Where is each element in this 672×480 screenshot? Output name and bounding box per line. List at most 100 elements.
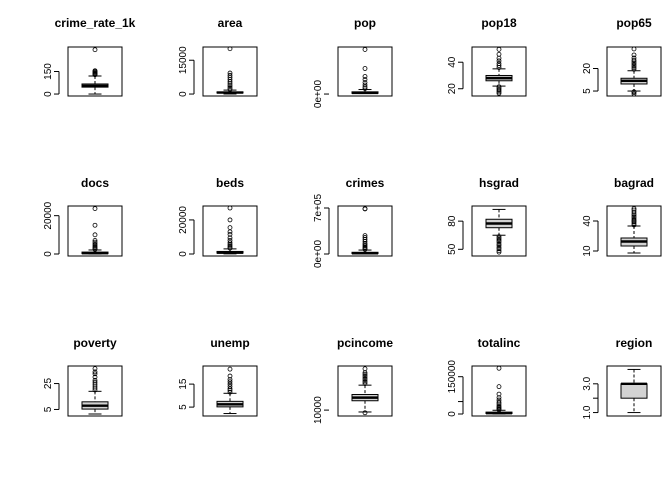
- outlier-point: [362, 374, 368, 380]
- outlier-point: [362, 366, 368, 372]
- outlier-point: [227, 379, 233, 385]
- outlier-point: [631, 207, 637, 213]
- panel-beds: beds 0 20000: [178, 176, 258, 257]
- outlier-point: [631, 206, 637, 211]
- outlier-point: [496, 243, 502, 248]
- plot-frame: [337, 205, 393, 257]
- plot-frame: [471, 205, 527, 257]
- outlier-point: [496, 246, 502, 252]
- outlier-point: [227, 87, 233, 92]
- y-tick-label: 20000: [178, 206, 189, 234]
- outlier-point: [227, 243, 233, 249]
- outlier-point: [362, 66, 368, 71]
- outlier-point: [631, 209, 637, 215]
- outlier-point: [631, 214, 637, 220]
- outlier-point: [227, 377, 233, 382]
- outlier-point: [496, 397, 502, 403]
- outlier-point: [227, 240, 233, 246]
- outlier-point: [496, 63, 502, 68]
- chart-title: pop65: [616, 16, 652, 30]
- outlier-point: [227, 386, 233, 392]
- outlier-point: [227, 244, 233, 250]
- chart-title: beds: [216, 176, 244, 190]
- outlier-point: [362, 379, 368, 385]
- outlier-point: [496, 365, 502, 371]
- chart-title: region: [616, 336, 653, 350]
- y-tick-label: 5: [582, 88, 593, 94]
- outlier-point: [362, 74, 368, 79]
- y-tick-label: 150: [43, 63, 54, 80]
- outlier-point: [631, 55, 637, 61]
- outlier-point: [631, 60, 637, 66]
- outlier-point: [362, 410, 368, 416]
- y-tick-label: 40: [447, 56, 458, 68]
- y-tick-label: 7e+05: [313, 194, 324, 223]
- outlier-point: [631, 89, 637, 95]
- outlier-point: [362, 376, 368, 382]
- outlier-point: [496, 391, 502, 397]
- y-tick-label: 10: [582, 245, 593, 257]
- panel-pcincome: pcincome 10000: [313, 336, 393, 424]
- outlier-point: [227, 383, 233, 389]
- outlier-point: [496, 239, 502, 245]
- y-tick-label: 0: [178, 251, 189, 257]
- outlier-point: [227, 225, 233, 230]
- outlier-point: [362, 378, 368, 383]
- panel-crimes: crimes 0e+00 7e+05: [313, 176, 393, 268]
- plot-frame: [471, 365, 527, 417]
- y-tick-label: 5: [43, 406, 54, 412]
- chart-title: docs: [81, 176, 109, 190]
- outlier-point: [227, 381, 233, 387]
- outlier-point: [631, 66, 637, 72]
- outlier-point: [496, 237, 502, 242]
- y-tick-label: 20: [447, 83, 458, 95]
- outlier-point: [92, 206, 98, 211]
- outlier-point: [92, 377, 98, 383]
- outlier-point: [227, 237, 233, 243]
- outlier-point: [496, 245, 502, 250]
- chart-title: hsgrad: [479, 176, 519, 190]
- panel-crime_rate_1k: crime_rate_1k 0 150: [43, 16, 136, 97]
- outlier-point: [631, 216, 637, 221]
- outlier-point: [496, 403, 502, 409]
- outlier-point: [496, 51, 502, 57]
- outlier-point: [92, 366, 98, 372]
- outlier-point: [362, 373, 368, 379]
- outlier-point: [362, 80, 368, 85]
- outlier-point: [631, 46, 637, 52]
- outlier-point: [496, 55, 502, 61]
- outlier-point: [227, 46, 233, 52]
- y-tick-label: 15000: [178, 46, 189, 74]
- outlier-point: [92, 242, 98, 248]
- outlier-point: [227, 229, 233, 235]
- outlier-point: [227, 373, 233, 379]
- y-tick-label: 1.0: [582, 405, 593, 419]
- outlier-point: [496, 395, 502, 400]
- outlier-point: [92, 222, 98, 228]
- outlier-point: [631, 91, 637, 97]
- outlier-point: [496, 241, 502, 247]
- outlier-point: [92, 379, 98, 385]
- outlier-point: [92, 371, 98, 377]
- outlier-point: [496, 248, 502, 254]
- outlier-point: [362, 47, 368, 52]
- y-tick-label: 0: [178, 91, 189, 97]
- outlier-point: [227, 235, 233, 241]
- y-tick-label: 0: [43, 251, 54, 257]
- outlier-point: [227, 389, 233, 395]
- plot-frame: [67, 46, 123, 97]
- panel-unemp: unemp 5 15: [178, 336, 258, 417]
- chart-title: poverty: [73, 336, 117, 350]
- outlier-point: [362, 381, 368, 386]
- outlier-point: [496, 384, 502, 390]
- outlier-point: [362, 206, 368, 212]
- chart-title: crime_rate_1k: [55, 16, 136, 30]
- outlier-point: [496, 399, 502, 405]
- outlier-point: [631, 217, 637, 223]
- outlier-point: [92, 374, 98, 380]
- panel-bagrad: bagrad 10 40: [582, 176, 662, 257]
- outlier-point: [92, 232, 98, 238]
- y-tick-label: 0: [447, 411, 458, 417]
- panel-hsgrad: hsgrad 50 80: [447, 176, 527, 257]
